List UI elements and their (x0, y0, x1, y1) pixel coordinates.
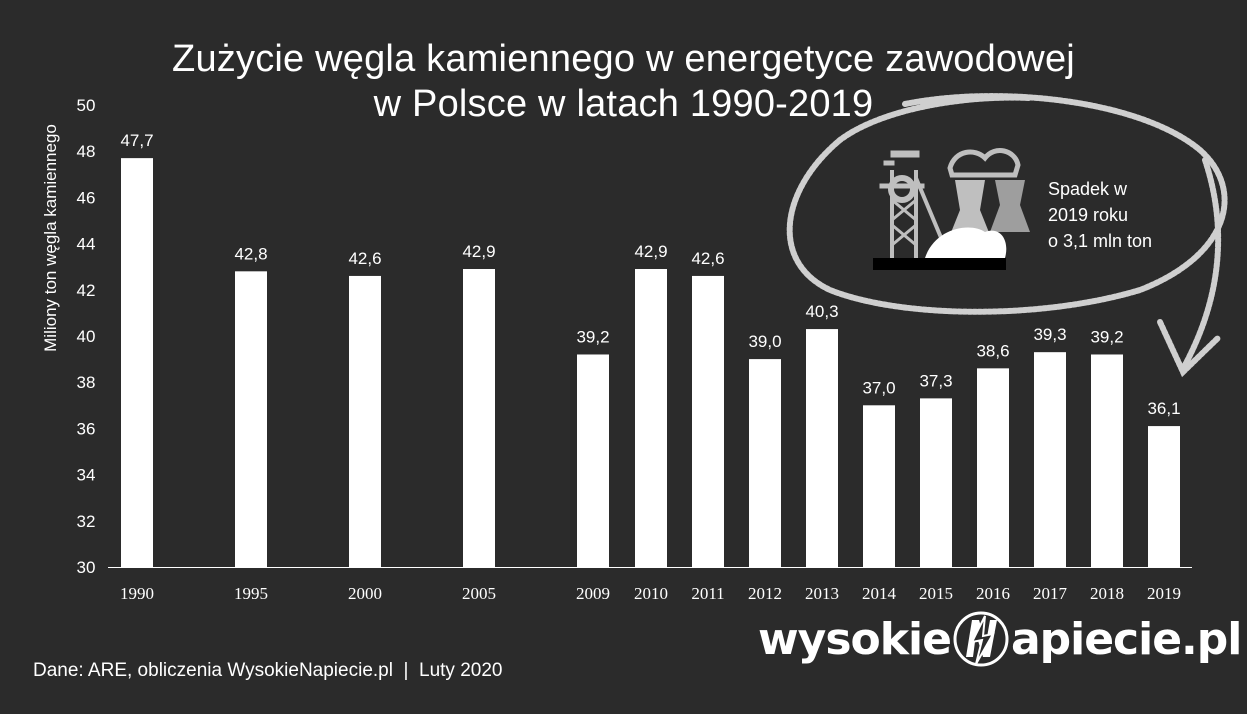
callout-line-1: Spadek w (1048, 179, 1128, 199)
bar (1091, 354, 1123, 567)
bar-value-label: 42,6 (691, 249, 724, 268)
x-tick-label: 2013 (805, 584, 839, 603)
y-tick-label: 30 (77, 558, 96, 577)
bar (1034, 352, 1066, 567)
bar (235, 271, 267, 567)
bar-value-label: 39,3 (1033, 325, 1066, 344)
bar-value-label: 39,2 (576, 327, 609, 346)
bar-value-label: 39,0 (748, 332, 781, 351)
x-tick-label: 2018 (1090, 584, 1124, 603)
bar-value-label: 38,6 (976, 341, 1009, 360)
callout-text: Spadek w 2019 roku o 3,1 mln ton (1048, 176, 1152, 254)
callout-swirl (786, 93, 1228, 315)
bar-value-label: 39,2 (1090, 327, 1123, 346)
y-tick-label: 50 (77, 96, 96, 115)
brand-text-part-1: wysokie (758, 613, 952, 665)
x-tick-label: 2015 (919, 584, 953, 603)
bar-value-label: 37,0 (862, 378, 895, 397)
callout-arrow-shaft (1182, 157, 1222, 368)
power-plant-cooling-towers-icon (873, 148, 1030, 270)
callout-line-3: o 3,1 mln ton (1048, 231, 1153, 251)
brand-logo: wysokie apiecie.pl (758, 610, 1242, 668)
bar (806, 329, 838, 567)
y-tick-label: 44 (77, 235, 96, 254)
x-tick-label: 2019 (1147, 584, 1181, 603)
x-tick-label: 2016 (976, 584, 1010, 603)
y-tick-label: 36 (77, 419, 96, 438)
y-axis: 30 32 34 36 38 40 42 44 46 48 50 (77, 96, 96, 577)
y-tick-label: 38 (77, 373, 96, 392)
x-tick-label: 1990 (120, 584, 154, 603)
y-axis-label: Miliony ton węgla kamiennego (41, 124, 60, 352)
bar-value-label: 42,8 (234, 244, 267, 263)
callout-swirl-arrow (786, 93, 1228, 378)
callout-line-2: 2019 roku (1048, 205, 1129, 225)
bar (635, 269, 667, 567)
bar-value-label: 42,9 (462, 242, 495, 261)
y-tick-label: 32 (77, 512, 96, 531)
bar (1148, 426, 1180, 567)
y-tick-label: 48 (77, 142, 96, 161)
y-tick-label: 42 (77, 281, 96, 300)
callout-arrowhead (1157, 319, 1221, 378)
x-tick-label: 2005 (462, 584, 496, 603)
bar-value-label: 36,1 (1147, 399, 1180, 418)
x-tick-label: 2011 (691, 584, 724, 603)
x-tick-label: 2014 (862, 584, 897, 603)
bar (863, 405, 895, 567)
x-tick-label: 2000 (348, 584, 382, 603)
value-labels-group: 47,7 42,8 42,6 42,9 39,2 42,9 42,6 39,0 40,3 37,0… (120, 131, 1180, 418)
brand-text-part-2: apiecie.pl (1010, 613, 1242, 665)
bar (692, 275, 724, 567)
chart-title-line-1: Zużycie węgla kamiennego w energetyce za… (172, 38, 1075, 80)
bar (463, 269, 495, 567)
x-tick-label: 2017 (1033, 584, 1068, 603)
coal-mine-shaft-icon (879, 150, 944, 263)
source-note: Dane: ARE, obliczenia WysokieNapiecie.pl… (33, 660, 503, 681)
bars-group (121, 158, 1180, 567)
x-tick-label: 2009 (576, 584, 610, 603)
bar (920, 398, 952, 567)
bar-value-label: 42,9 (634, 242, 667, 261)
x-tick-label: 2010 (634, 584, 668, 603)
chart-title-line-2: w Polsce w latach 1990-2019 (373, 83, 874, 125)
y-tick-label: 34 (77, 466, 96, 485)
y-tick-label: 40 (77, 327, 96, 346)
x-tick-label: 1995 (234, 584, 268, 603)
x-axis: 1990 1995 2000 2005 2009 2010 2011 2012 2013 2014… (120, 584, 1181, 603)
bar (577, 354, 609, 567)
lightning-n-logo-icon (952, 610, 1010, 668)
bar-value-label: 42,6 (348, 249, 381, 268)
bar-value-label: 47,7 (120, 131, 153, 150)
y-tick-label: 46 (77, 188, 96, 207)
bar (977, 368, 1009, 567)
x-tick-label: 2012 (748, 584, 782, 603)
bar-value-label: 40,3 (805, 302, 838, 321)
bar (749, 359, 781, 567)
bar (121, 158, 153, 567)
bar (349, 275, 381, 567)
bar-value-label: 37,3 (919, 371, 952, 390)
